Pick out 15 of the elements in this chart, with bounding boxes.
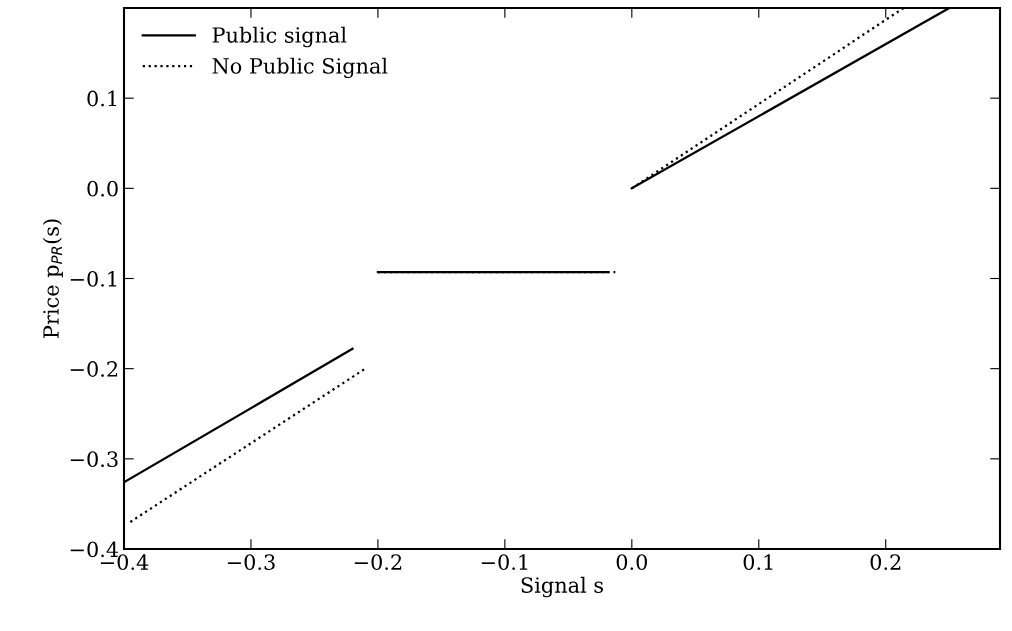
x-tick-label: −0.3 bbox=[227, 554, 275, 570]
y-axis-title: Price p$_{PR}$(s) bbox=[42, 219, 63, 338]
y-tick-label: −0.2 bbox=[70, 361, 118, 377]
y-tick-label: −0.3 bbox=[70, 451, 118, 468]
x-tick-label: −0.2 bbox=[354, 554, 402, 570]
x-axis-title: Signal s bbox=[521, 576, 603, 598]
x-tick-label: 0.1 bbox=[743, 554, 773, 570]
x-tick-label: −0.1 bbox=[481, 554, 528, 570]
x-tick-label: 0.2 bbox=[870, 554, 901, 570]
legend-label: No Public Signal bbox=[212, 57, 388, 79]
x-tick-label: 0.0 bbox=[616, 554, 648, 570]
y-tick-label: 0.1 bbox=[87, 90, 117, 107]
y-tick-label: −0.1 bbox=[70, 270, 117, 287]
legend-label: Public signal bbox=[212, 26, 347, 48]
y-tick-label: 0.0 bbox=[87, 180, 118, 197]
